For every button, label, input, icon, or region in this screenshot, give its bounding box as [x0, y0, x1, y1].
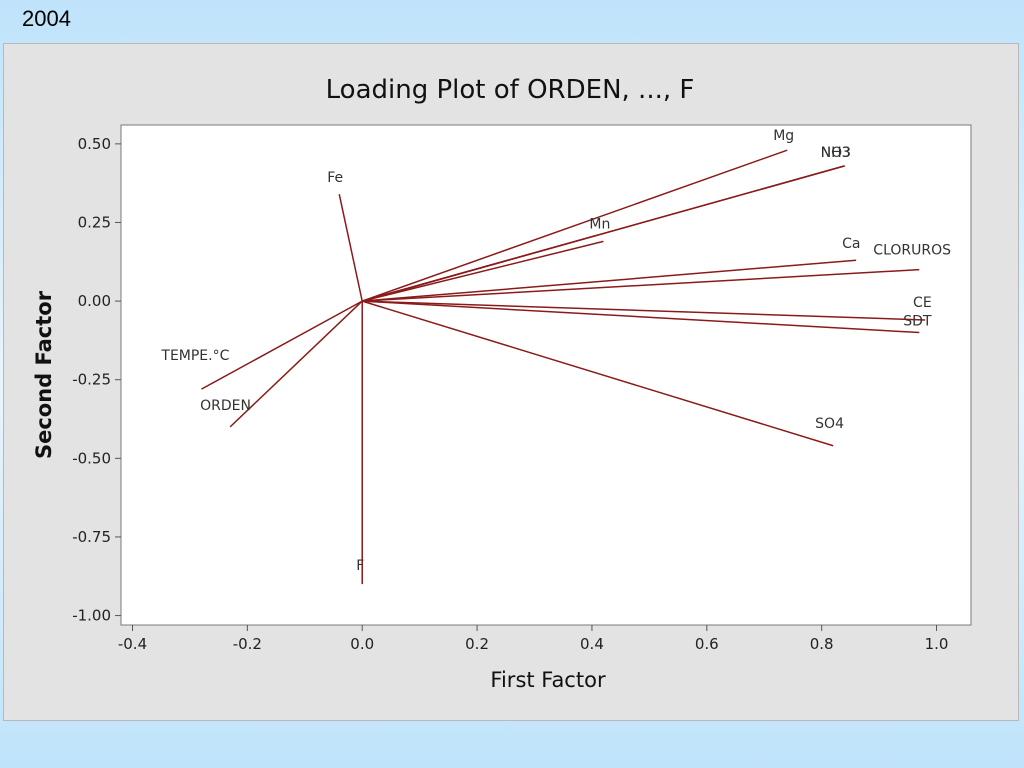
y-tick-label: -0.50: [72, 449, 111, 467]
plot-area: [120, 124, 972, 626]
loading-label: Fe: [327, 170, 343, 186]
loading-lines: [201, 149, 926, 585]
loading-line-so4: [361, 300, 834, 447]
loading-label: F: [356, 558, 364, 574]
loading-label: Ca: [842, 236, 860, 252]
loading-label: Mg: [773, 128, 794, 144]
x-tick-label: 0.2: [465, 635, 489, 653]
loading-line-orden: [229, 300, 363, 428]
y-tick-label: -1.00: [72, 607, 111, 625]
loading-label: CE: [913, 295, 932, 311]
loading-line-mn: [362, 234, 598, 302]
chart-title: Loading Plot of ORDEN, ..., F: [326, 75, 695, 105]
x-tick-label: -0.2: [233, 635, 262, 653]
x-tick-label: 0.8: [810, 635, 834, 653]
x-tick-label: 1.0: [925, 635, 949, 653]
y-tick-label: -0.25: [72, 371, 111, 389]
loading-line-tempe-c: [201, 300, 363, 390]
x-tick-label: 0.0: [350, 635, 374, 653]
loading-line-fe: [338, 194, 363, 302]
loading-line-sdt: [362, 300, 920, 334]
x-tick-label: -0.4: [118, 635, 147, 653]
y-axis-label: Second Factor: [32, 290, 56, 459]
loading-line-mg: [361, 149, 788, 302]
y-tick-label: 0.50: [78, 135, 111, 153]
loading-label: SO4: [815, 416, 844, 432]
axes-layer: -0.4 -0.2 0.0 0.2 0.4 0.6 0.8 1.0 0.50 0.25 0.00 -0…: [72, 135, 948, 653]
y-tick-label: -0.75: [72, 528, 111, 546]
y-tick-label: 0.00: [78, 292, 111, 310]
y-tick-label: 0.25: [78, 213, 111, 231]
loading-label: Mn: [589, 216, 610, 232]
x-tick-label: 0.4: [580, 635, 604, 653]
loading-label: NO3: [821, 145, 851, 161]
loading-label: SDT: [903, 314, 932, 330]
slide-number: 2004: [22, 6, 71, 31]
x-axis-label: First Factor: [490, 668, 606, 692]
x-tick-label: 0.6: [695, 635, 719, 653]
loading-label: ORDEN: [200, 398, 251, 414]
loading-line-mn: [362, 240, 604, 302]
loading-label: CLORUROS: [873, 243, 951, 259]
loading-line-cloruros: [362, 268, 920, 302]
loading-label: NH3: [821, 145, 851, 161]
loading-line-ca: [362, 259, 857, 302]
loading-label: TEMPE.°C: [160, 348, 229, 364]
loading-line-ce: [362, 300, 926, 321]
